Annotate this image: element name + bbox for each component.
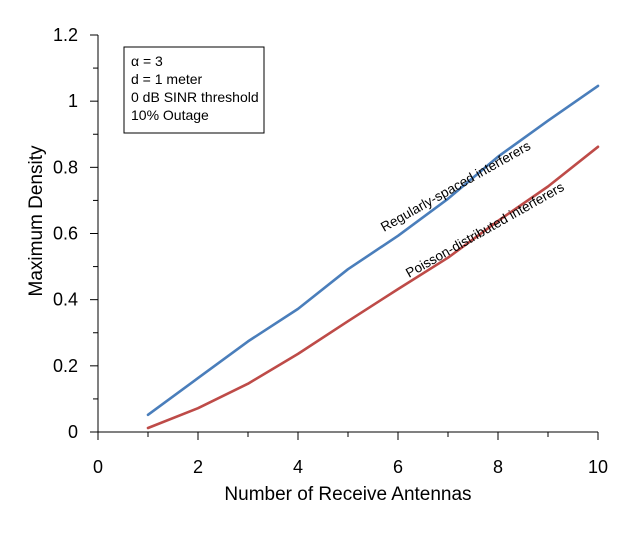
series-line-regular [146,84,600,417]
y-axis-ticks: 0 0.2 0.4 0.6 0.8 1 1.2 [53,25,98,442]
series-lines [146,84,600,430]
legend-sinr: 0 dB SINR threshold [131,89,259,105]
y-tick-label: 0 [68,422,78,442]
y-axis-title: Maximum Density [26,145,47,296]
x-tick-label: 0 [93,457,103,477]
y-tick-label: 1 [68,91,78,111]
legend-box: α = 3 d = 1 meter 0 dB SINR threshold 10… [123,46,265,134]
series-line-poisson [146,145,600,430]
x-axis-ticks: 0 2 4 6 8 10 [93,432,608,477]
x-tick-label: 8 [493,457,503,477]
y-tick-label: 0.2 [53,356,78,376]
legend-box-frame [123,46,265,134]
x-tick-label: 6 [393,457,403,477]
x-tick-label: 4 [293,457,303,477]
x-tick-label: 2 [193,457,203,477]
y-tick-label: 1.2 [53,25,78,45]
x-axis-title: Number of Receive Antennas [224,484,471,505]
legend-distance: d = 1 meter [131,71,203,87]
y-tick-label: 0.8 [53,157,78,177]
legend-alpha: α = 3 [131,53,163,69]
legend-outage: 10% Outage [131,107,209,123]
y-tick-label: 0.4 [53,290,78,310]
y-tick-label: 0.6 [53,224,78,244]
plot-area: 0 0.2 0.4 0.6 0.8 1 1.2 0 2 4 6 8 10 [53,25,608,477]
x-tick-label: 10 [588,457,608,477]
